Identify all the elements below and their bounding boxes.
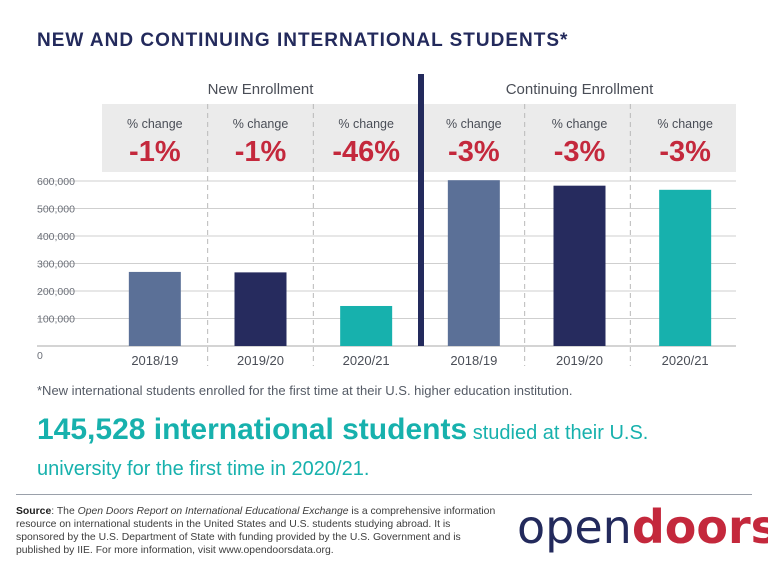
bar bbox=[447, 180, 500, 346]
group-divider bbox=[418, 74, 424, 346]
category-label: 2020/21 bbox=[343, 353, 390, 368]
group-label-continuing: Continuing Enrollment bbox=[506, 81, 654, 98]
headline-text: studied at their U.S. university for the… bbox=[37, 422, 649, 480]
change-value: -3% bbox=[554, 136, 606, 168]
headline-highlight: 145,528 international students bbox=[37, 413, 468, 446]
change-caption: % change bbox=[657, 117, 713, 131]
y-tick-label: 500,000 bbox=[37, 204, 75, 216]
change-value: -46% bbox=[332, 136, 400, 168]
bar bbox=[659, 189, 712, 346]
bar bbox=[234, 272, 287, 346]
category-label: 2019/20 bbox=[237, 353, 284, 368]
y-tick-label: 400,000 bbox=[37, 231, 75, 243]
opendoors-logo: opendoors® bbox=[517, 500, 768, 554]
headline: 145,528 international students studied a… bbox=[37, 413, 737, 488]
y-tick-label: 200,000 bbox=[37, 286, 75, 298]
y-tick-label: 300,000 bbox=[37, 259, 75, 271]
category-label: 2018/19 bbox=[450, 353, 497, 368]
source-note: Source: The Open Doors Report on Interna… bbox=[16, 505, 496, 557]
bar bbox=[340, 305, 393, 346]
divider bbox=[16, 494, 752, 495]
change-value: -1% bbox=[235, 136, 287, 168]
y-tick-label: 600,000 bbox=[37, 176, 75, 188]
change-value: -3% bbox=[659, 136, 711, 168]
bar bbox=[128, 271, 181, 346]
source-report-title: Open Doors Report on International Educa… bbox=[77, 506, 349, 517]
enrollment-bar-chart: 0 100,000 200,000 300,000 400,000 500,000 600,… bbox=[37, 74, 736, 368]
source-text: is a comprehensive information resource … bbox=[16, 506, 496, 556]
footnote: *New international students enrolled for… bbox=[37, 383, 573, 398]
change-value: -1% bbox=[129, 136, 181, 168]
page-title: NEW AND CONTINUING INTERNATIONAL STUDENT… bbox=[37, 30, 569, 51]
change-caption: % change bbox=[127, 117, 183, 131]
change-caption: % change bbox=[233, 117, 289, 131]
change-caption: % change bbox=[552, 117, 608, 131]
logo-doors: doors bbox=[631, 500, 768, 554]
bar bbox=[553, 185, 606, 346]
source-pre: : The bbox=[51, 506, 78, 517]
logo-open: open bbox=[517, 500, 632, 554]
category-label: 2020/21 bbox=[662, 353, 709, 368]
change-caption: % change bbox=[446, 117, 502, 131]
category-label: 2019/20 bbox=[556, 353, 603, 368]
category-label: 2018/19 bbox=[131, 353, 178, 368]
change-caption: % change bbox=[338, 117, 394, 131]
group-label-new: New Enrollment bbox=[208, 81, 315, 98]
y-tick-label: 0 bbox=[37, 350, 43, 362]
change-value: -3% bbox=[448, 136, 500, 168]
y-tick-label: 100,000 bbox=[37, 314, 75, 326]
source-label: Source bbox=[16, 506, 52, 517]
